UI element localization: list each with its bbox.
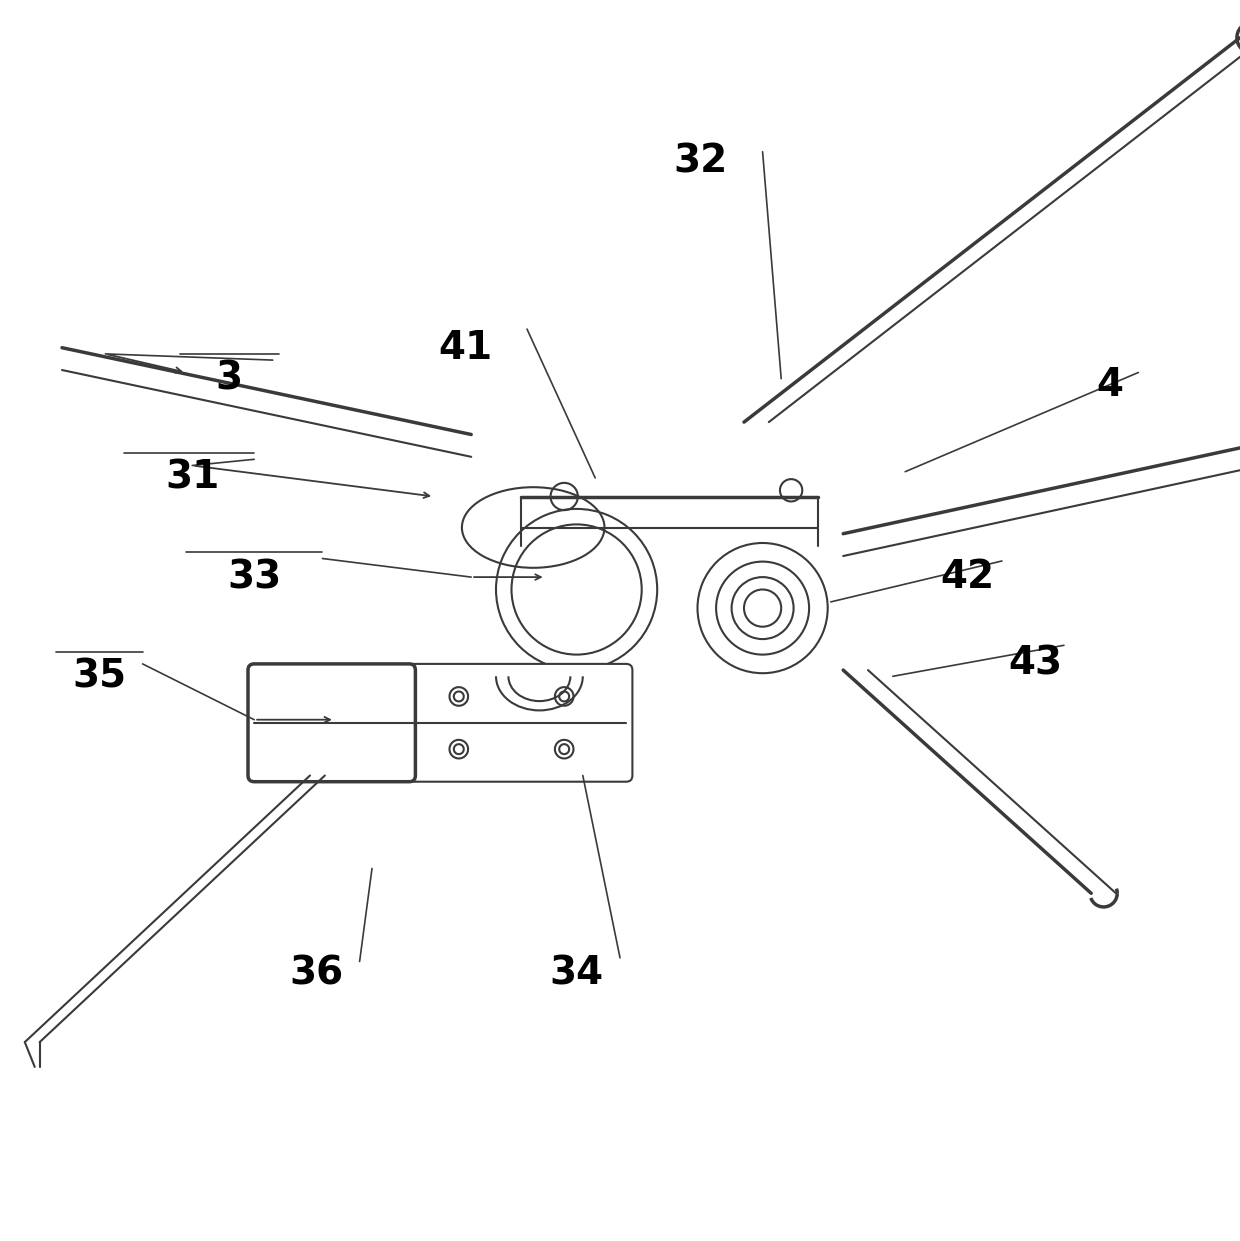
FancyBboxPatch shape [248, 664, 415, 782]
Text: 42: 42 [940, 558, 994, 596]
Text: 4: 4 [1096, 366, 1123, 403]
Text: 33: 33 [227, 558, 281, 596]
Text: 36: 36 [289, 954, 343, 993]
Text: 41: 41 [438, 329, 492, 366]
Text: 43: 43 [1008, 645, 1063, 683]
Text: 32: 32 [673, 143, 728, 181]
Text: 3: 3 [216, 360, 243, 397]
Text: 31: 31 [165, 459, 219, 496]
FancyBboxPatch shape [403, 664, 632, 782]
Text: 35: 35 [72, 658, 126, 695]
Text: 34: 34 [549, 954, 604, 993]
